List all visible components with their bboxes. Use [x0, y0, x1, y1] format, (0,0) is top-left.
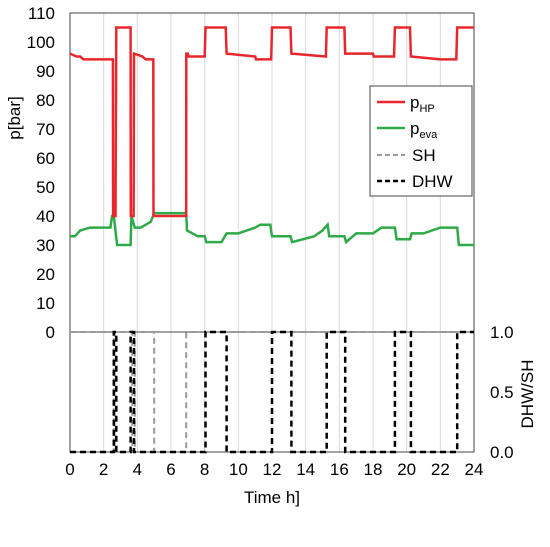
top-y-tick-label: 30 — [36, 236, 55, 255]
legend-label-peva: peva — [410, 119, 438, 141]
x-tick-label: 2 — [99, 460, 108, 479]
legend-label-peva-sub: eva — [419, 129, 438, 141]
top-y-tick-label: 90 — [36, 62, 55, 81]
legend-label-php-sub: HP — [419, 103, 434, 115]
top-y-tick-label: 20 — [36, 265, 55, 284]
legend-box — [369, 85, 473, 197]
series-line-dhw — [70, 330, 474, 454]
legend-label-sh: SH — [412, 146, 436, 165]
top-y-tick-label: 80 — [36, 91, 55, 110]
x-tick-label: 24 — [465, 460, 484, 479]
x-tick-label: 12 — [263, 460, 282, 479]
bottom-y-axis-label: DHW/SH — [518, 360, 537, 429]
x-tick-label: 22 — [431, 460, 450, 479]
bottom-panel-top-left-label: 0 — [46, 323, 55, 342]
bottom-y-tick-label: 0.5 — [490, 383, 514, 402]
x-tick-label: 8 — [200, 460, 209, 479]
x-tick-label: 20 — [397, 460, 416, 479]
top-y-tick-label: 40 — [36, 207, 55, 226]
x-tick-label: 10 — [229, 460, 248, 479]
x-tick-label: 14 — [296, 460, 315, 479]
series-line-php — [69, 26, 474, 218]
top-y-axis-label: p[bar] — [5, 96, 24, 139]
x-tick-label: 4 — [133, 460, 142, 479]
top-y-tick-label: 70 — [36, 120, 55, 139]
x-tick-label: 0 — [65, 460, 74, 479]
legend-label-php-main: p — [410, 93, 419, 112]
top-y-tick-label: 10 — [36, 294, 55, 313]
x-axis-label: Time h] — [244, 488, 300, 507]
bottom-y-tick-label: 0.0 — [490, 443, 514, 462]
top-panel-series — [69, 26, 474, 247]
top-y-tick-label: 50 — [36, 178, 55, 197]
series-line-peva — [70, 211, 474, 247]
top-y-tick-label: 60 — [36, 149, 55, 168]
x-tick-label: 16 — [330, 460, 349, 479]
top-y-tick-label: 100 — [27, 33, 55, 52]
legend-label-peva-main: p — [410, 119, 419, 138]
bottom-panel-series — [70, 330, 474, 454]
top-y-tick-label: 110 — [28, 4, 55, 23]
bottom-y-tick-label: 1.0 — [490, 323, 514, 342]
legend: pHP peva SH DHW — [369, 85, 473, 197]
legend-label-php: pHP — [410, 93, 435, 115]
x-tick-label: 6 — [166, 460, 175, 479]
legend-label-dhw: DHW — [412, 172, 453, 191]
x-tick-label: 18 — [364, 460, 383, 479]
